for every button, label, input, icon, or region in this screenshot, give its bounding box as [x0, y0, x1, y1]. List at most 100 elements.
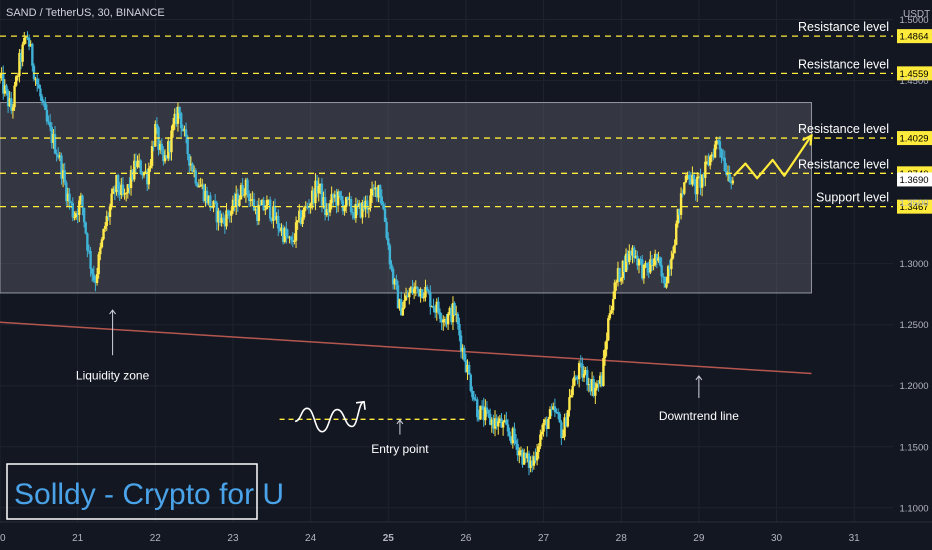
candle[interactable]: [556, 408, 560, 420]
candle[interactable]: [209, 192, 212, 211]
candle[interactable]: [40, 93, 44, 106]
candle[interactable]: [550, 403, 553, 417]
candle[interactable]: [497, 416, 500, 435]
candle[interactable]: [581, 357, 584, 382]
candle[interactable]: [422, 292, 426, 302]
candle[interactable]: [197, 179, 201, 188]
candle[interactable]: [55, 149, 58, 162]
candle[interactable]: [568, 388, 571, 417]
candle[interactable]: [218, 210, 222, 226]
candle[interactable]: [416, 286, 419, 294]
candle[interactable]: [456, 311, 460, 330]
candle[interactable]: [553, 398, 557, 418]
candle[interactable]: [429, 285, 432, 315]
candle[interactable]: [543, 417, 547, 426]
candle[interactable]: [472, 390, 476, 402]
candle[interactable]: [487, 409, 490, 419]
candle[interactable]: [526, 446, 529, 463]
candle[interactable]: [31, 42, 34, 72]
candle[interactable]: [76, 208, 79, 224]
candle[interactable]: [179, 111, 183, 137]
candle[interactable]: [522, 448, 526, 465]
candle[interactable]: [687, 170, 691, 185]
candle[interactable]: [226, 209, 230, 219]
candle[interactable]: [118, 181, 121, 202]
candle[interactable]: [94, 275, 97, 292]
candle[interactable]: [590, 371, 594, 397]
candle[interactable]: [3, 79, 7, 97]
candle[interactable]: [338, 190, 341, 199]
candle[interactable]: [309, 202, 312, 214]
candle[interactable]: [424, 279, 427, 302]
candle[interactable]: [632, 245, 636, 263]
candle[interactable]: [469, 373, 472, 393]
candle[interactable]: [532, 451, 536, 470]
candle[interactable]: [539, 429, 542, 450]
candle[interactable]: [6, 88, 10, 113]
candle[interactable]: [304, 201, 307, 212]
candle[interactable]: [2, 65, 5, 100]
candle[interactable]: [442, 315, 445, 331]
candle[interactable]: [205, 186, 209, 206]
candle[interactable]: [592, 375, 595, 398]
candle[interactable]: [518, 447, 521, 464]
candle[interactable]: [516, 438, 519, 462]
candle[interactable]: [302, 205, 306, 220]
candle[interactable]: [508, 427, 511, 441]
candle[interactable]: [74, 210, 78, 220]
candle[interactable]: [594, 382, 597, 405]
candle[interactable]: [393, 277, 396, 290]
candle[interactable]: [11, 104, 15, 119]
candle[interactable]: [293, 233, 296, 245]
candle[interactable]: [605, 332, 608, 357]
candle[interactable]: [234, 185, 238, 215]
candle[interactable]: [611, 291, 615, 315]
candle[interactable]: [723, 150, 726, 172]
candle[interactable]: [453, 301, 456, 317]
candle[interactable]: [712, 148, 715, 161]
candle[interactable]: [24, 36, 28, 44]
candle[interactable]: [398, 298, 401, 311]
candle[interactable]: [650, 254, 654, 271]
candle[interactable]: [91, 268, 94, 282]
candle[interactable]: [285, 221, 288, 244]
candle[interactable]: [584, 366, 587, 376]
candle[interactable]: [183, 125, 186, 137]
candle[interactable]: [270, 217, 273, 224]
candle[interactable]: [547, 416, 550, 429]
candle[interactable]: [718, 135, 722, 158]
candle[interactable]: [21, 41, 24, 67]
candle[interactable]: [579, 355, 582, 368]
candle[interactable]: [411, 279, 414, 295]
candle[interactable]: [603, 341, 607, 366]
candle[interactable]: [289, 235, 293, 245]
candle[interactable]: [696, 172, 699, 202]
candle[interactable]: [361, 199, 364, 224]
candle[interactable]: [323, 188, 327, 221]
candle[interactable]: [598, 372, 602, 388]
candle[interactable]: [52, 129, 55, 149]
candle[interactable]: [341, 195, 345, 215]
candle[interactable]: [637, 258, 641, 274]
candle[interactable]: [294, 216, 298, 248]
candle[interactable]: [705, 155, 709, 165]
candle[interactable]: [663, 276, 667, 288]
candle[interactable]: [613, 279, 616, 300]
candle[interactable]: [675, 220, 678, 246]
candle[interactable]: [471, 386, 474, 401]
candle[interactable]: [260, 198, 264, 206]
candle[interactable]: [137, 153, 141, 168]
candle[interactable]: [636, 250, 639, 271]
candle[interactable]: [492, 414, 495, 434]
candle[interactable]: [409, 285, 413, 293]
candle[interactable]: [387, 232, 390, 250]
candle[interactable]: [311, 186, 314, 210]
candle[interactable]: [670, 250, 673, 276]
candle[interactable]: [19, 49, 23, 70]
candle[interactable]: [545, 416, 549, 437]
candle[interactable]: [181, 124, 185, 132]
candle[interactable]: [432, 298, 435, 313]
candle[interactable]: [699, 168, 702, 196]
candle[interactable]: [89, 247, 92, 277]
candle[interactable]: [445, 313, 448, 328]
